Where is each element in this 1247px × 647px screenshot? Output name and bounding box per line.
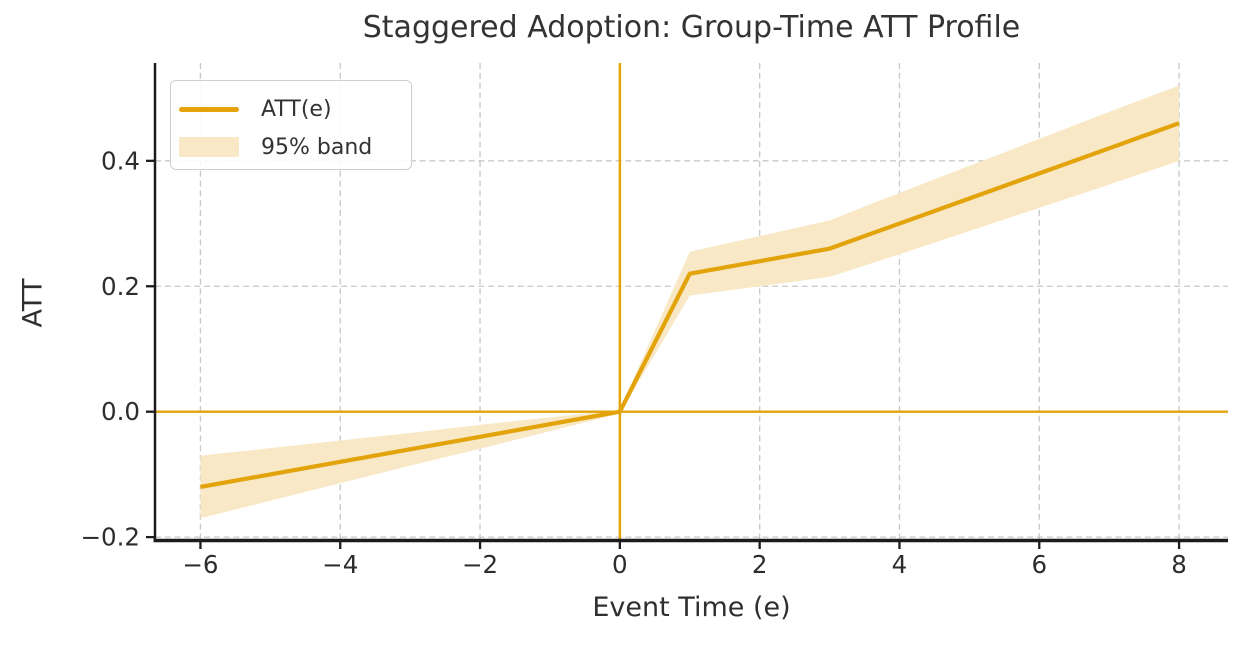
- confidence-band: [200, 85, 1180, 519]
- legend-line-swatch: [179, 106, 239, 112]
- y-tick-label: 0.0: [101, 397, 140, 426]
- legend: ATT(e) 95% band: [170, 80, 412, 170]
- legend-item-att: ATT(e): [179, 94, 411, 124]
- y-tick-label: 0.2: [101, 272, 140, 301]
- legend-label-att: ATT(e): [261, 96, 332, 122]
- legend-band-swatch: [179, 137, 239, 157]
- x-tick-label: −2: [462, 550, 498, 579]
- legend-item-band: 95% band: [179, 132, 411, 162]
- x-tick-label: −6: [182, 550, 218, 579]
- x-tick-label: 8: [1171, 550, 1187, 579]
- x-axis-label: Event Time (e): [592, 592, 791, 623]
- att-line: [200, 121, 1180, 490]
- x-tick-label: 6: [1031, 550, 1047, 579]
- y-axis-label: ATT: [17, 278, 49, 328]
- x-tick-label: 2: [752, 550, 768, 579]
- x-tick-label: 4: [892, 550, 908, 579]
- legend-label-band: 95% band: [261, 134, 373, 160]
- y-tick-label: −0.2: [81, 523, 141, 552]
- x-tick-label: −4: [322, 550, 358, 579]
- x-tick-label: 0: [612, 550, 628, 579]
- chart-title: Staggered Adoption: Group-Time ATT Profi…: [362, 10, 1021, 45]
- y-tick-label: 0.4: [101, 146, 140, 175]
